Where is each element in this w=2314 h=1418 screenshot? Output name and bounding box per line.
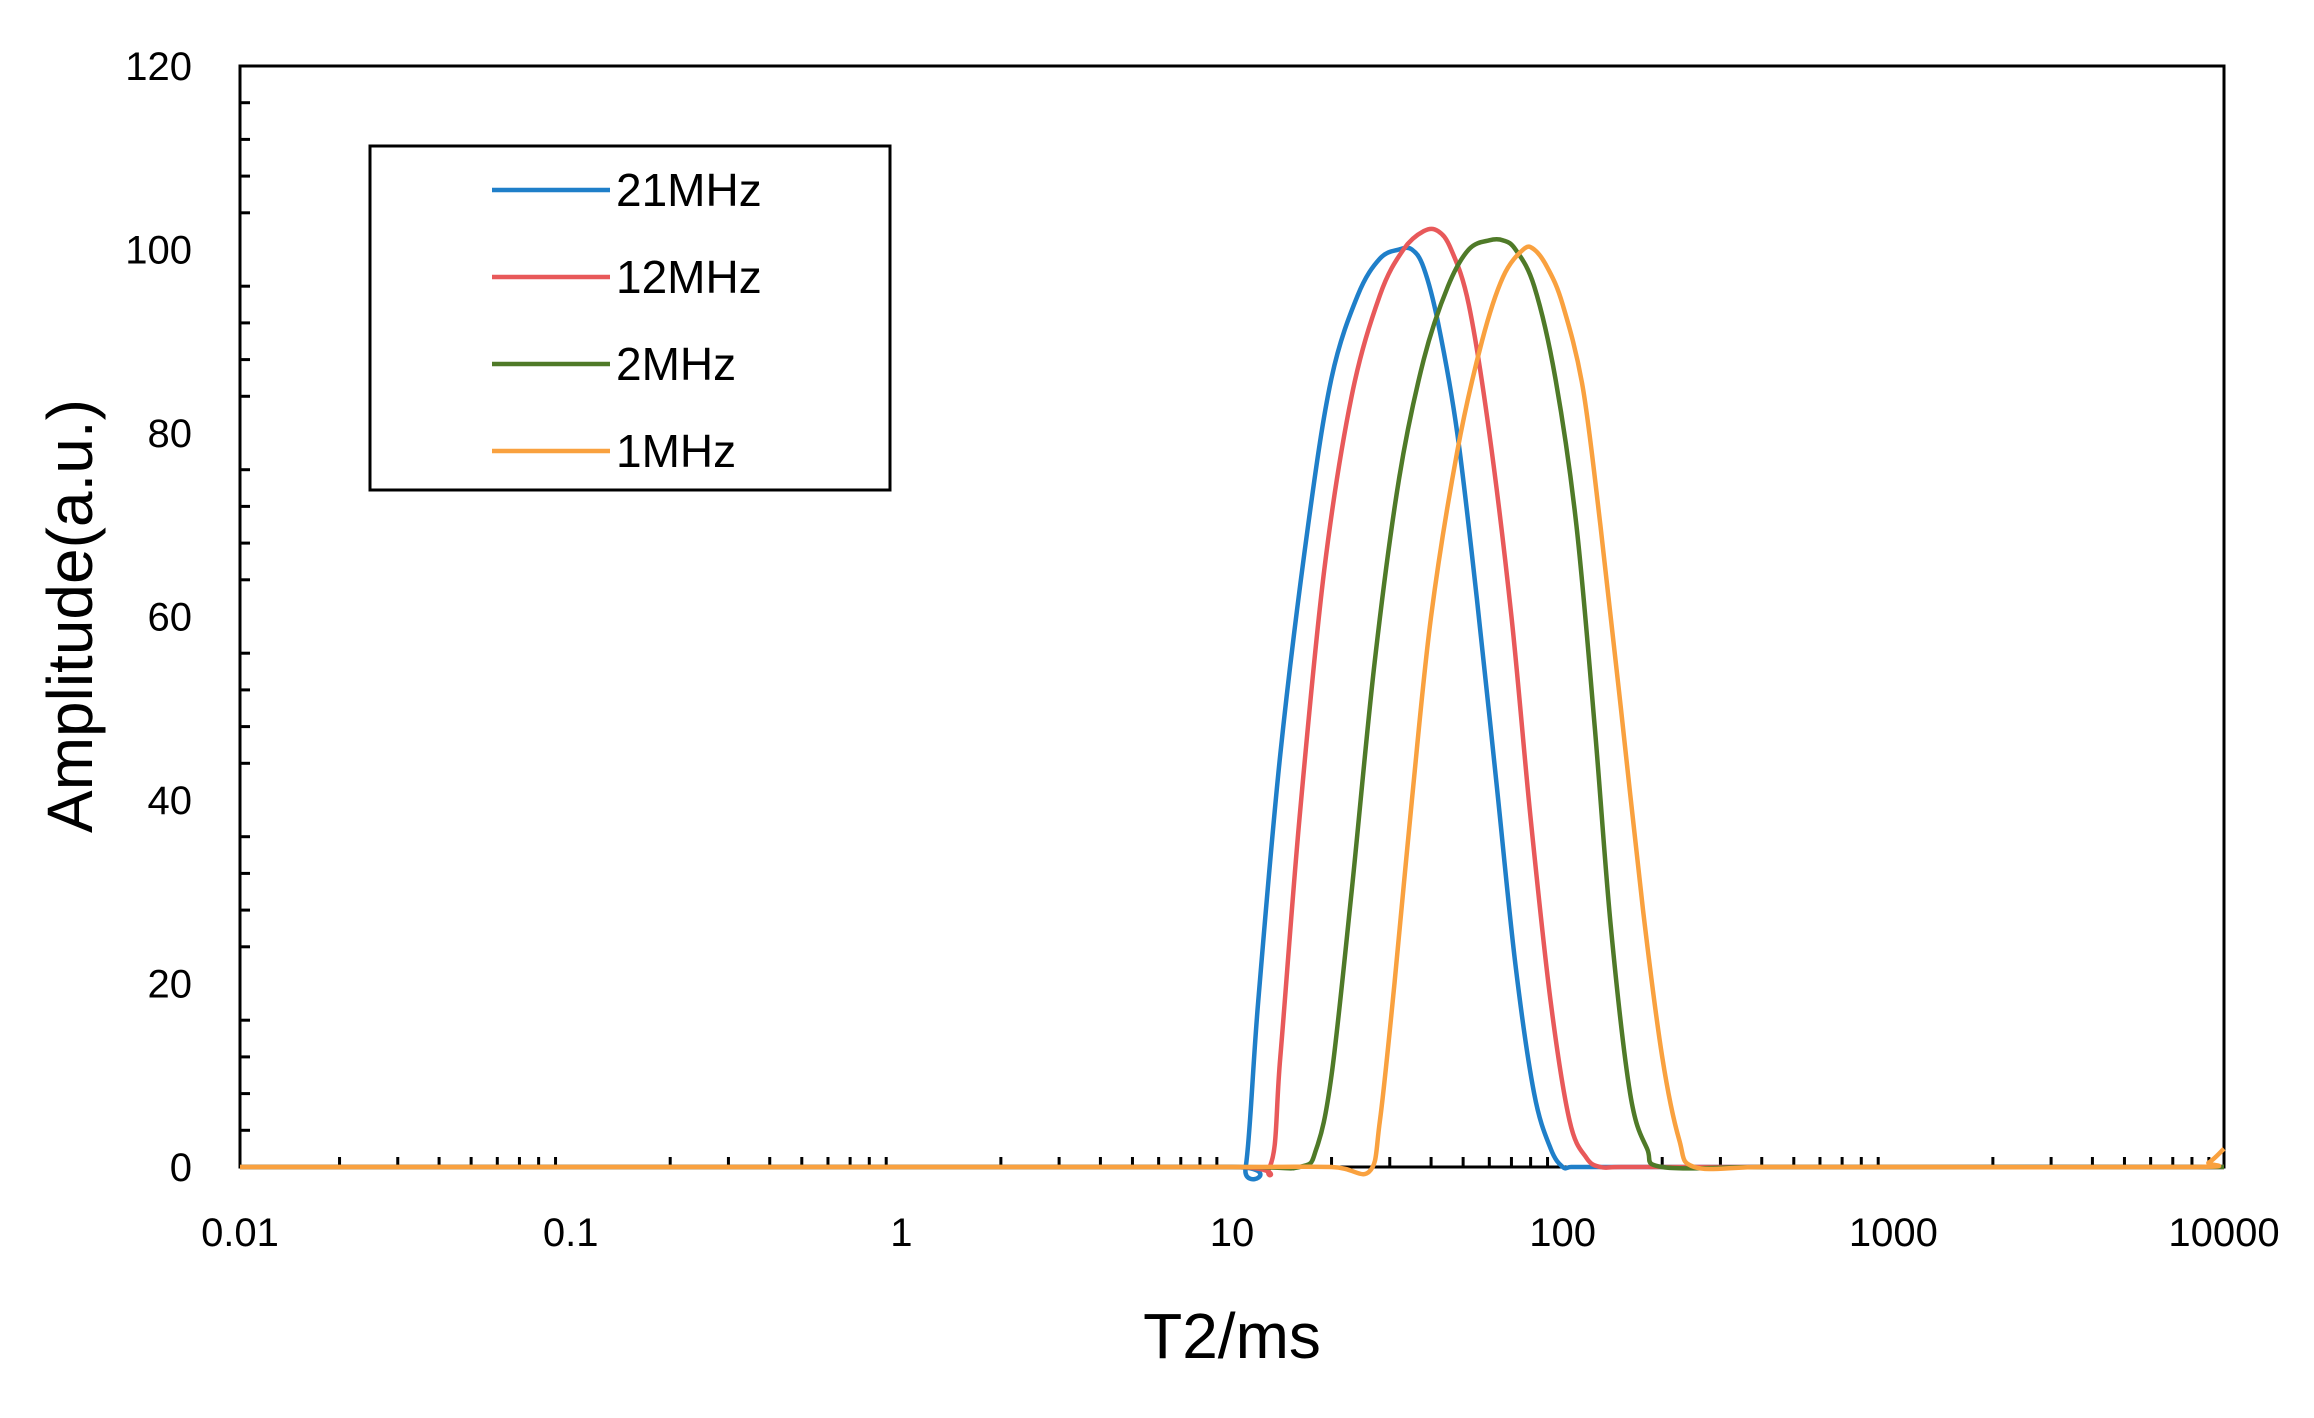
x-tick-label: 100 bbox=[1529, 1211, 1596, 1255]
y-tick-label: 0 bbox=[170, 1146, 192, 1190]
x-tick-label: 0.1 bbox=[543, 1211, 599, 1255]
x-tick-label: 1000 bbox=[1849, 1211, 1938, 1255]
x-tick-label: 1 bbox=[890, 1211, 912, 1255]
series-line-1MHz bbox=[240, 244, 2226, 1177]
series-line-21MHz bbox=[240, 245, 2224, 1182]
y-minor-ticks bbox=[240, 101, 250, 1132]
y-tick-label: 60 bbox=[148, 596, 193, 640]
legend-label: 12MHz bbox=[616, 251, 762, 303]
y-tick-label: 100 bbox=[125, 229, 192, 273]
y-tick-label: 80 bbox=[148, 412, 193, 456]
y-tick-labels: 0 20 40 60 80 100 120 bbox=[125, 45, 192, 1190]
legend-label: 2MHz bbox=[616, 338, 736, 390]
legend-label: 21MHz bbox=[616, 164, 762, 216]
x-tick-label: 0.01 bbox=[201, 1211, 279, 1255]
series-line-12MHz bbox=[240, 226, 2224, 1178]
y-tick-label: 120 bbox=[125, 45, 192, 89]
series-lines bbox=[240, 226, 2226, 1182]
x-tick-label: 10 bbox=[1210, 1211, 1255, 1255]
y-tick-label: 20 bbox=[148, 963, 193, 1007]
legend: 21MHz 12MHz 2MHz 1MHz bbox=[368, 144, 892, 492]
x-tick-labels: 0.01 0.1 1 10 100 1000 10000 bbox=[201, 1211, 2280, 1255]
x-axis-title: T2/ms bbox=[1143, 1300, 1321, 1372]
legend-label: 1MHz bbox=[616, 425, 736, 477]
y-axis-title: Amplitude(a.u.) bbox=[34, 399, 106, 833]
y-tick-label: 40 bbox=[148, 779, 193, 823]
x-tick-label: 10000 bbox=[2168, 1211, 2279, 1255]
legend-box bbox=[368, 144, 892, 492]
